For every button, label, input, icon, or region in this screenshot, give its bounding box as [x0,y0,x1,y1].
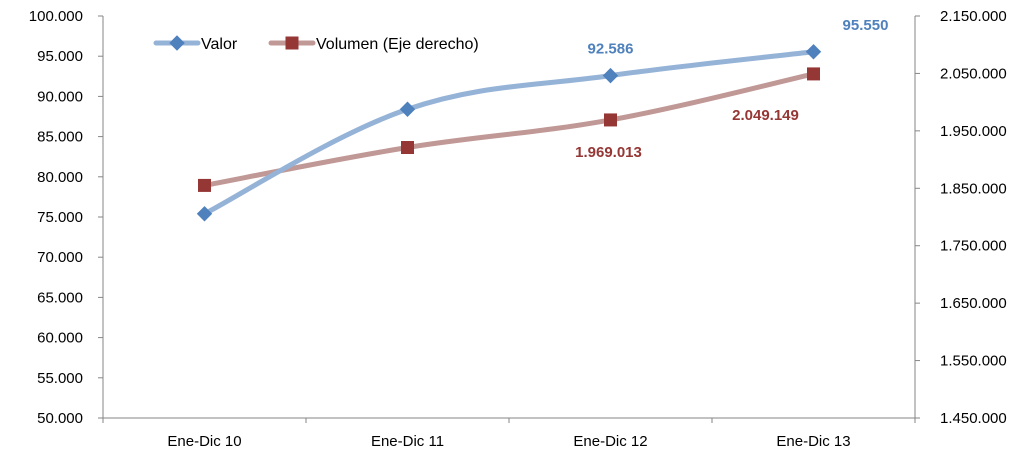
data-label: 95.550 [843,17,889,34]
series-valor [196,44,822,222]
legend-square-marker [285,36,299,50]
chart-axes: 50.000 55.000 60.000 65.000 70.000 75.000 80.0… [29,8,1007,450]
left-tick-label: 85.000 [37,129,83,146]
left-tick-label: 55.000 [37,370,83,387]
diamond-marker [196,206,213,222]
data-label: 2.049.149 [732,107,799,124]
square-marker [807,67,820,81]
legend-label: Volumen (Eje derecho) [316,36,479,53]
square-marker [604,113,617,127]
diamond-marker [399,101,416,117]
right-tick-label: 1.850.000 [940,180,1007,197]
right-tick-label: 1.950.000 [940,123,1007,140]
legend-label: Valor [201,36,238,53]
left-tick-label: 95.000 [37,48,83,65]
x-tick-label: Ene-Dic 10 [167,433,241,450]
x-tick-label: Ene-Dic 13 [776,433,850,450]
data-labels-layer: 92.586 95.550 1.969.013 2.049.149 [575,17,888,161]
right-tick-label: 1.750.000 [940,238,1007,255]
data-label: 1.969.013 [575,144,642,161]
diamond-marker [602,67,619,84]
series-line [202,71,816,188]
left-tick-label: 60.000 [37,330,83,347]
series-line [202,49,816,217]
right-tick-label: 1.450.000 [940,410,1007,427]
legend-item: Volumen (Eje derecho) [268,36,479,53]
x-tick-label: Ene-Dic 11 [371,433,444,450]
left-tick-label: 70.000 [37,249,83,266]
right-tick-label: 1.550.000 [940,353,1007,370]
data-label: 92.586 [588,41,634,58]
left-tick-label: 75.000 [37,209,83,226]
chart-legend: Valor Volumen (Eje derecho) [153,35,479,53]
left-tick-label: 65.000 [37,289,83,306]
left-tick-label: 90.000 [37,88,83,105]
diamond-marker [805,44,822,60]
left-tick-label: 80.000 [37,169,83,186]
right-tick-label: 2.150.000 [940,8,1007,25]
legend-item: Valor [153,35,238,53]
series-volumen [198,67,820,192]
series-layer [196,44,822,222]
right-tick-label: 2.050.000 [940,65,1007,82]
legend-diamond-marker [169,35,185,51]
square-marker [198,178,211,192]
left-tick-label: 50.000 [37,410,83,427]
square-marker [401,141,414,155]
x-tick-label: Ene-Dic 12 [573,433,647,450]
right-tick-label: 1.650.000 [940,295,1007,312]
left-tick-label: 100.000 [29,8,83,25]
